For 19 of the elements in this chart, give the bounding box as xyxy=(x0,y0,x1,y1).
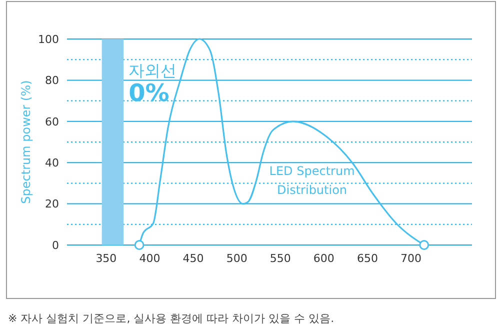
y-tick-label: 0 xyxy=(52,238,59,252)
x-tick-label: 700 xyxy=(400,252,422,265)
text: ※ 자사 실험치 기준으로, 실사용 환경에 따라 차이가 있을 수 있음. xyxy=(8,312,334,325)
x-tick-label: 650 xyxy=(356,252,378,265)
series-label: LED Spectrum Distribution xyxy=(269,164,355,197)
y-tick-label: 100 xyxy=(38,32,59,46)
x-tick-label: 500 xyxy=(226,252,248,265)
x-tick-label: 450 xyxy=(182,252,204,265)
x-tick-label: 400 xyxy=(139,252,160,265)
x-tick-label: 550 xyxy=(270,252,291,265)
x-tick-label: 350 xyxy=(96,252,117,265)
y-axis-title: Spectrum power (%) xyxy=(19,80,33,204)
y-tick-label: 20 xyxy=(45,198,59,211)
y-tick-label: 60 xyxy=(45,115,59,128)
annotation: 0% xyxy=(128,78,170,107)
y-tick-label: 40 xyxy=(45,156,59,170)
y-tick-label: 80 xyxy=(45,74,59,88)
x-tick-label: 600 xyxy=(313,252,334,265)
band-label: 자외선 xyxy=(128,61,177,80)
